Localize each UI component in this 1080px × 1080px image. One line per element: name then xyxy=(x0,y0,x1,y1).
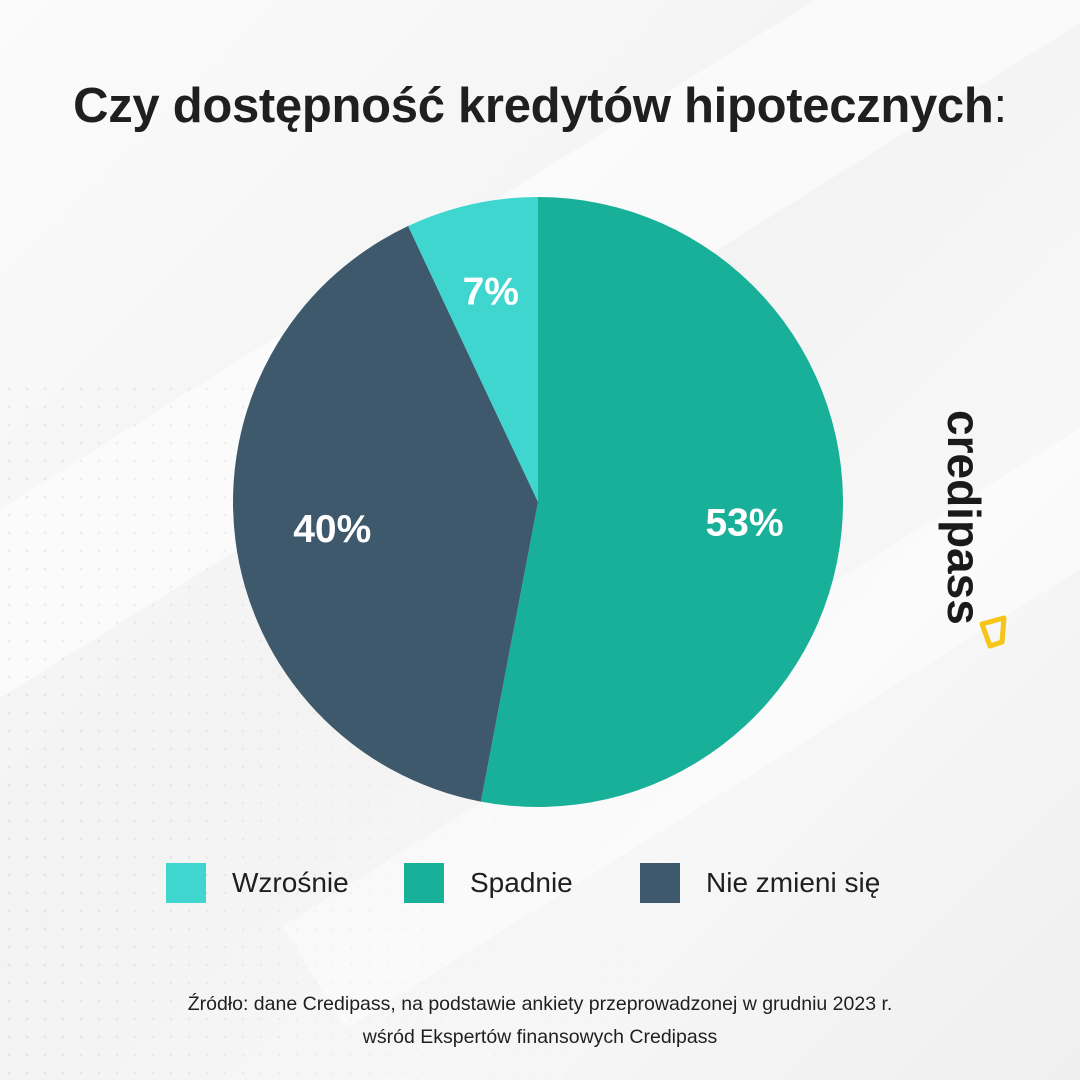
source-line-1: Źródło: dane Credipass, na podstawie ank… xyxy=(187,993,893,1015)
pie-slice-nie-zmieni-się xyxy=(233,226,538,802)
source-note: Źródło: dane Credipass, na podstawie ank… xyxy=(0,988,1080,1054)
pie-slice-wzrośnie xyxy=(408,197,538,502)
legend-label: Nie zmieni się xyxy=(706,867,881,898)
chart-title: Czy dostępność kredytów hipotecznych: xyxy=(73,79,1007,133)
legend-label: Spadnie xyxy=(470,867,573,898)
pie-data-label: 53% xyxy=(705,502,783,545)
legend-item-wzrosnie: Wzrośnie xyxy=(166,863,349,903)
legend-item-spadnie: Spadnie xyxy=(404,863,573,903)
legend-item-nie-zmieni-sie: Nie zmieni się xyxy=(640,863,880,903)
legend-swatch xyxy=(166,863,206,903)
legend-swatch xyxy=(640,863,680,903)
pie-data-label: 7% xyxy=(463,271,519,314)
credipass-logo: credipass xyxy=(938,410,1007,649)
logo-wordmark: credipass xyxy=(938,410,990,625)
logo-accent-icon xyxy=(979,615,1007,649)
chart-legend: Wzrośnie Spadnie Nie zmieni się xyxy=(0,863,1080,903)
legend-label: Wzrośnie xyxy=(232,867,349,898)
pie-data-label: 40% xyxy=(293,508,371,551)
pie-slice-spadnie xyxy=(480,197,844,807)
source-line-2: wśród Ekspertów finansowych Credipass xyxy=(362,1026,718,1048)
legend-swatch xyxy=(404,863,444,903)
